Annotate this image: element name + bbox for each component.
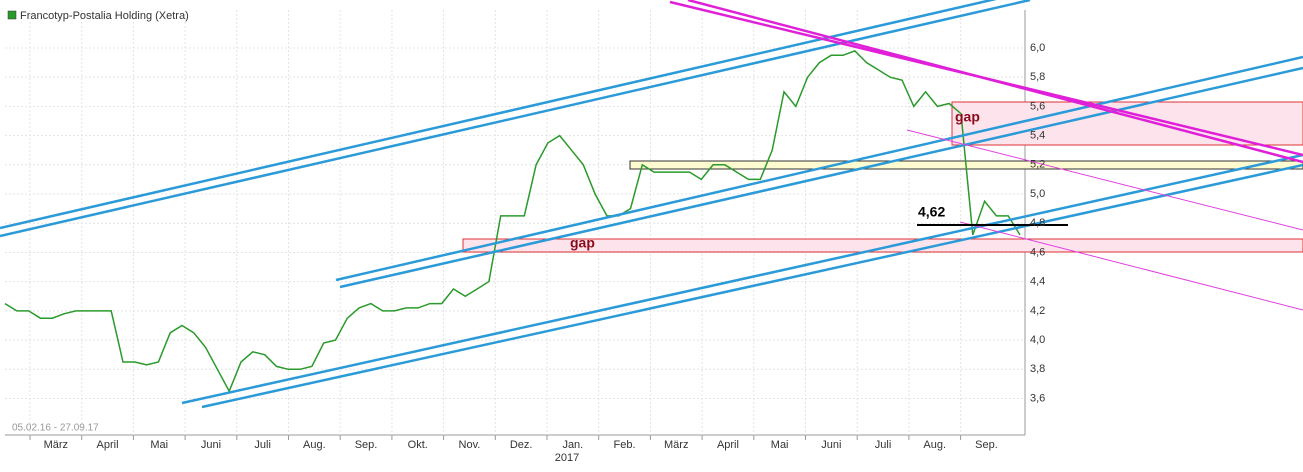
x-tick-label: Juli <box>875 439 892 451</box>
x-tick-label: Mai <box>150 439 168 451</box>
legend-swatch <box>7 10 17 20</box>
gap-box <box>462 238 1303 253</box>
trend-line <box>959 221 1303 311</box>
y-tick-label: 4,0 <box>1030 334 1045 346</box>
annotation: 4,62 <box>918 204 945 220</box>
annotation: gap <box>955 109 980 125</box>
x-tick-label: Aug. <box>303 439 326 451</box>
trend-line <box>0 0 997 230</box>
y-tick-label: 4,8 <box>1030 217 1045 229</box>
trend-line <box>0 0 1031 238</box>
y-tick-label: 6,0 <box>1030 42 1045 54</box>
y-tick-label: 5,8 <box>1030 71 1045 83</box>
x-tick-label: Dez. <box>510 439 533 451</box>
grid <box>5 10 1026 440</box>
x-tick-label: Sep. <box>355 439 378 451</box>
y-tick-label: 3,8 <box>1030 363 1045 375</box>
x-tick-label: Juni <box>201 439 221 451</box>
trend-line <box>339 66 1303 289</box>
trend-line <box>335 55 1303 282</box>
price-line <box>4 50 1021 393</box>
x-tick-label: Nov. <box>459 439 481 451</box>
annotation: gap <box>570 235 595 251</box>
trend-line <box>906 129 1303 231</box>
y-tick-label: 4,6 <box>1030 246 1045 258</box>
x-tick-label: Aug. <box>923 439 946 451</box>
date-range: 05.02.16 - 27.09.17 <box>12 423 99 434</box>
y-tick-label: 5,6 <box>1030 100 1045 112</box>
x-tick-label: Jan. <box>562 439 583 451</box>
x-tick-label: April <box>97 439 119 451</box>
x-tick-label: Juni <box>821 439 841 451</box>
x-tick-label: Feb. <box>614 439 636 451</box>
price <box>4 50 1021 393</box>
x-tick-label: Juli <box>254 439 271 451</box>
x-tick-label: März <box>44 439 68 451</box>
x-tick-label: April <box>717 439 739 451</box>
trend-line <box>201 163 1303 409</box>
y-tick-label: 5,0 <box>1030 188 1045 200</box>
year-label: 2017 <box>555 452 579 464</box>
legend-label: Francotyp-Postalia Holding (Xetra) <box>20 10 189 22</box>
x-tick-label: März <box>664 439 688 451</box>
x-tick-label: Sep. <box>975 439 998 451</box>
trend-line <box>687 0 1303 164</box>
y-tick-label: 5,2 <box>1030 159 1045 171</box>
y-tick-label: 4,4 <box>1030 276 1045 288</box>
y-tick-label: 3,6 <box>1030 392 1045 404</box>
y-tick-label: 4,2 <box>1030 305 1045 317</box>
x-tick-label: Okt. <box>408 439 428 451</box>
x-tick-label: Mai <box>771 439 789 451</box>
trend-lines <box>0 0 1303 409</box>
y-tick-label: 5,4 <box>1030 130 1045 142</box>
trend-line <box>181 153 1303 405</box>
